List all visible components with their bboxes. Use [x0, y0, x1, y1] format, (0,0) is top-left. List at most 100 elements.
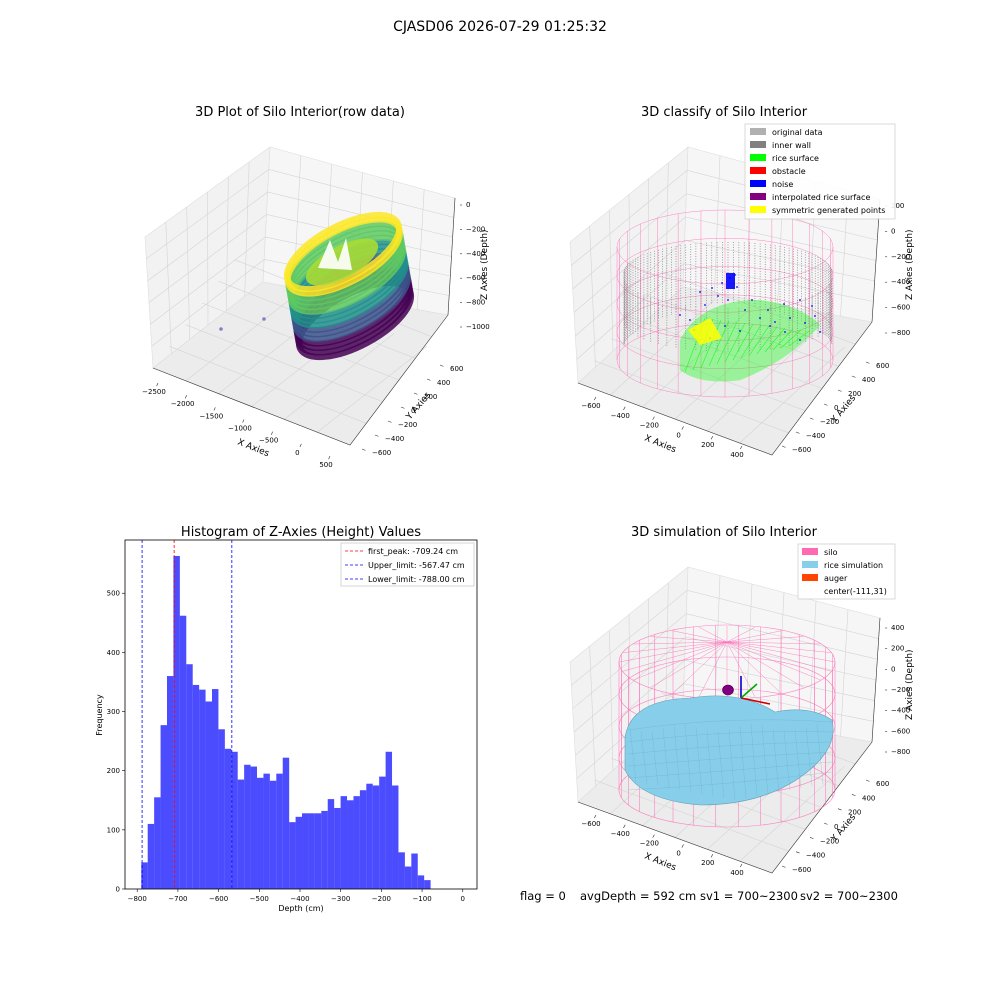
noise-point [789, 317, 791, 319]
grid-line [576, 263, 874, 360]
silo-roof-line [726, 627, 756, 643]
histogram-x-tick-label: −800 [128, 895, 147, 903]
classify-3d-y-tick [809, 417, 814, 420]
noise-point [769, 325, 771, 327]
histogram-bar [147, 823, 155, 889]
simulation-3d-x-tick-label: −400 [611, 830, 630, 838]
raw-3d-x-tick-label: −1500 [199, 412, 223, 420]
raw-3d-z-tick-label: −200 [466, 225, 485, 233]
legend-label: Upper_limit: -567.47 cm [368, 561, 465, 570]
classify-3d-legend: original data inner wall rice surface obsta… [744, 123, 896, 220]
histogram-bar [340, 796, 348, 889]
simulation-3d-z-tick-label: 400 [891, 624, 904, 632]
histogram-y-tick-label: 0 [116, 886, 120, 894]
classify-3d-y-tick [865, 361, 870, 364]
rice-mesh-line [761, 725, 769, 795]
legend-swatch [750, 193, 766, 200]
raw-3d-x-tick-label: 0 [295, 449, 299, 457]
simulation-3d-z-tick-label: −600 [891, 727, 910, 735]
histogram-bar [179, 615, 187, 889]
histogram-bar [141, 862, 148, 889]
box-front-edge [577, 321, 873, 456]
histogram-bar [308, 813, 315, 889]
noise-point [679, 314, 681, 316]
histogram-bar [353, 796, 360, 889]
rice-mesh-line [627, 761, 833, 779]
rice-surface-line [716, 321, 738, 365]
classify-3d-y-tick [823, 403, 828, 406]
rice-mesh-line [662, 728, 670, 789]
classify-3d-x-tick [710, 436, 714, 440]
raw-3d-z-tick-label: −1000 [466, 323, 490, 331]
classify-3d-x-tick-label: −400 [611, 412, 630, 420]
noise-point [804, 322, 806, 324]
classify-3d-y-tick-label: 400 [862, 376, 875, 384]
simulation-3d-x-tick-label: −200 [640, 840, 659, 848]
histogram-bar [166, 676, 174, 889]
center-x-axis [740, 697, 771, 705]
rice-mesh-line [805, 726, 813, 787]
noise-point [814, 315, 816, 317]
histogram-bar [411, 853, 418, 889]
legend-swatch [750, 154, 766, 161]
grid-line [611, 338, 806, 411]
legend-label: silo [824, 548, 838, 557]
raw-3d-x-tick-label: −2500 [142, 388, 166, 396]
simulation-3d-xlabel: X Axies [643, 852, 678, 874]
histogram-bar [295, 816, 303, 889]
legend-frame [744, 123, 896, 220]
grid-line [594, 360, 789, 434]
raw-3d-x-tick [270, 431, 273, 435]
simulation-3d-x-tick-label: 0 [676, 849, 680, 857]
histogram-bar [173, 555, 180, 889]
classify-3d-title: 3D classify of Silo Interior [641, 105, 808, 120]
histogram-x-tick-label: −600 [209, 895, 228, 903]
box-z-edge [871, 617, 881, 743]
histogram-bar [302, 813, 309, 889]
figure-title: CJASD06 2026-07-29 01:25:32 [393, 19, 607, 35]
rice-mesh-line [728, 729, 736, 801]
grid-line [284, 333, 395, 420]
classify-3d-y-tick-label: 600 [876, 362, 889, 370]
legend-swatch [802, 548, 818, 555]
histogram-bar [212, 689, 219, 889]
legend-frame [340, 542, 475, 587]
legend-swatch [750, 167, 766, 174]
legend-label: auger [824, 574, 848, 583]
grid-line [575, 659, 875, 756]
histogram-bar [334, 807, 341, 889]
classify-3d-x-tick [739, 445, 743, 450]
silo-ring [616, 266, 834, 341]
raw-3d-x-tick-label: −500 [259, 437, 278, 445]
classify-3d-z-tick-label: −400 [891, 278, 910, 286]
classify-3d-x-tick [652, 416, 655, 420]
grid-line [642, 310, 748, 408]
noise-point [799, 299, 801, 301]
classify-3d-x-tick [681, 426, 684, 430]
noise-point [751, 299, 753, 301]
classify-3d-z-tick-label: −600 [891, 304, 910, 312]
grid-line [571, 589, 879, 686]
simulation-3d-z-tick-label: −800 [891, 748, 910, 756]
rice-surface-line [708, 320, 730, 367]
histogram-y-tick-label: 300 [107, 708, 120, 716]
rice-mesh-line [673, 724, 681, 791]
histogram-bar [289, 822, 296, 889]
simulation-3d-zlabel: Z Axies (Depth) [905, 649, 915, 720]
grid-line [576, 683, 874, 779]
raw-3d-z-tick-label: −600 [466, 274, 485, 282]
simulation-3d-surfaces [618, 624, 836, 828]
grid-line [739, 765, 845, 862]
noise-point [724, 325, 726, 327]
histogram-x-tick-label: 0 [461, 895, 465, 903]
classify-3d-y-tick-label: −600 [792, 446, 811, 454]
silo-roof-line [726, 641, 756, 697]
rice-mesh-line [627, 751, 833, 767]
silo-ring [616, 209, 834, 285]
rice-mesh-line [627, 741, 833, 755]
raw-3d-x-tick-label: −2000 [171, 400, 195, 408]
box-z-edge [871, 198, 881, 323]
histogram-bar [398, 852, 405, 889]
histogram-bar [205, 701, 213, 889]
raw-3d-shell-ring [283, 211, 403, 293]
